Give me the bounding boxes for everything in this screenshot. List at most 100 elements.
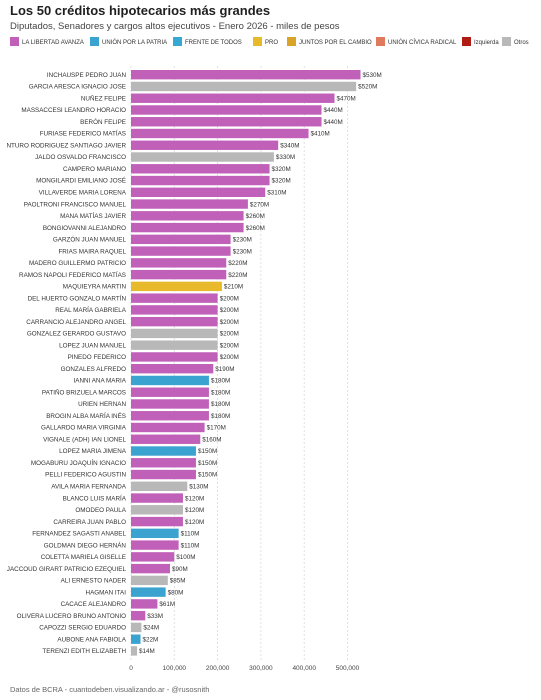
category-label: FURIASE FEDERICO MATÍAS [40,129,126,138]
category-label: INCHAUSPE PEDRO JUAN [47,72,127,79]
legend-item: UNIÓN CÍVICA RADICAL [376,37,456,49]
data-label: $530M [362,72,381,79]
bar [131,434,201,444]
category-label: PELLI FEDERICO AGUSTIN [45,472,126,479]
category-label: NTURO RODRIGUEZ SANTIAGO JAVIER [6,142,126,149]
data-label: $150M [198,472,217,479]
bar [131,505,183,515]
data-label: $180M [211,401,230,408]
data-label: $200M [220,342,239,349]
category-label: TERENZI EDITH ELIZABETH [42,648,126,655]
category-label: PINEDO FEDERICO [68,354,127,361]
bar [131,140,279,150]
bar [131,587,166,597]
category-label: FERNANDEZ SAGASTI ANABEL [32,531,126,538]
legend-swatch [253,37,262,47]
x-tick-label: 500,000 [336,665,360,672]
x-tick-label: 200,000 [206,665,230,672]
legend-label: JUNTOS POR EL CAMBIO [299,40,372,46]
category-label: MAQUIEYRA MARTIN [63,284,127,291]
bar [131,222,244,233]
bar [131,411,209,421]
chart-subtitle: Diputados, Senadores y cargos altos ejec… [10,21,340,32]
legend-swatch [376,37,385,47]
data-label: $260M [246,225,265,232]
legend-label: FRENTE DE TODOS [185,40,242,46]
data-label: $180M [211,413,230,420]
bar [131,481,188,491]
data-label: $310M [267,190,286,197]
x-tick-label: 0 [129,665,133,672]
bar [131,305,218,315]
bar [131,70,361,80]
data-label: $440M [324,119,343,126]
bar [131,634,141,644]
bar [131,610,146,621]
bar [131,128,309,139]
data-label: $200M [220,354,239,361]
bar [131,269,227,280]
legend-item: JUNTOS POR EL CAMBIO [287,37,372,49]
category-label: DEL HUERTO GONZALO MARTÍN [28,293,127,302]
legend-swatch [502,37,511,47]
legend-item: PRO [253,37,278,49]
x-tick-label: 100,000 [163,665,187,672]
category-label: BERÓN FELIPE [80,117,126,126]
legend-item: UNIÓN POR LA PATRIA [90,37,168,49]
legend-label: Izquierda [474,40,499,46]
bar [131,152,274,162]
bar [131,316,218,327]
data-label: $160M [202,436,221,443]
category-label: NUÑEZ FELIPE [81,93,126,102]
bar [131,516,183,527]
bar [131,246,231,256]
data-label: $470M [337,95,356,102]
bar [131,375,209,386]
chart-title: Los 50 créditos hipotecarios más grandes [10,3,271,18]
category-label: GARZÓN JUAN MANUEL [53,235,127,244]
bar [131,281,222,292]
data-label: $260M [246,213,265,220]
category-label: CACACE ALEJANDRO [61,601,127,608]
bar [131,540,179,550]
bar [131,340,218,350]
legend-label: LA LIBERTAD AVANZA [22,40,84,46]
category-label: CAMPERO MARIANO [63,166,126,173]
category-label: ALI ERNESTO NADER [61,578,127,585]
category-label: LOPEZ JUAN MANUEL [59,342,126,349]
category-label: PAOLTRONI FRANCISCO MANUEL [24,201,127,208]
data-label: $410M [311,131,330,138]
bar [131,258,227,268]
data-label: $22M [143,636,159,643]
data-label: $85M [170,578,186,585]
category-label: COLETTA MARIELA GISELLE [41,554,126,561]
chart-legend: LA LIBERTAD AVANZA UNIÓN POR LA PATRIA FRE… [10,37,535,50]
category-label: AVILA MARIA FERNANDA [51,484,127,491]
category-label: GARCIA ARESCA IGNACIO JOSE [29,84,126,91]
bar [131,364,214,374]
category-label: JACCOUD GIRART PATRICIO EZEQUIEL [7,566,127,573]
legend-item: LA LIBERTAD AVANZA [10,37,84,49]
category-label: BONGIOVANNI ALEJANDRO [43,225,126,232]
category-label: GALLARDO MARIA VIRGINIA [41,425,127,432]
data-label: $200M [220,307,239,314]
category-label: IANNI ANA MARIA [74,378,127,385]
legend-label: Otros [514,40,529,46]
data-label: $330M [276,154,295,161]
data-label: $24M [143,625,159,632]
data-label: $120M [185,507,204,514]
data-label: $130M [189,484,208,491]
category-label: VILLAVERDE MARIA LORENA [39,190,127,197]
category-label: MADERO GUILLERMO PATRICIO [29,260,126,267]
bar [131,234,231,245]
legend-label: UNIÓN POR LA PATRIA [102,40,168,46]
category-label: CARRANCIO ALEJANDRO ANGEL [26,319,126,326]
data-label: $520M [358,84,377,91]
category-label: AUBONE ANA FABIOLA [57,636,126,643]
data-label: $440M [324,107,343,114]
data-label: $230M [233,237,252,244]
category-label: BLANCO LUIS MARÍA [63,493,127,502]
bar [131,469,196,480]
bar [131,493,183,503]
legend-item: FRENTE DE TODOS [173,37,242,49]
